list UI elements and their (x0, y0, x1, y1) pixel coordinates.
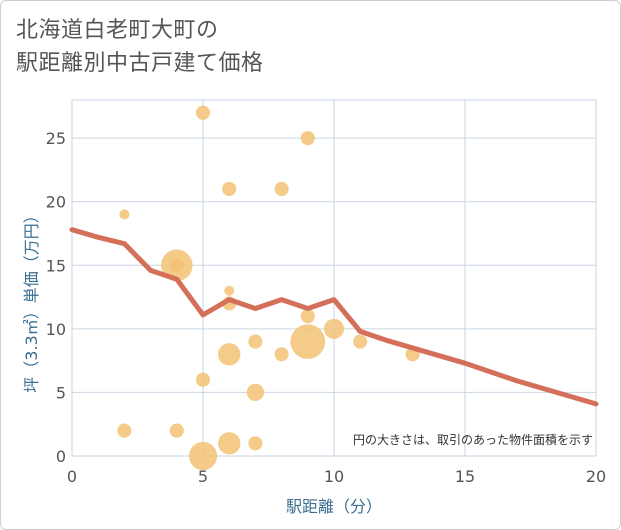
trend-line-layer (69, 227, 599, 407)
data-bubble (248, 334, 263, 349)
data-bubble (248, 436, 263, 451)
x-axis-title: 駅距離（分） (286, 497, 382, 516)
title-line-1: 北海道白老町大町の (16, 18, 219, 43)
bubble-layer (117, 105, 420, 471)
data-bubble (169, 423, 184, 438)
data-bubble (290, 324, 326, 359)
data-bubble (222, 181, 237, 197)
data-bubble (353, 334, 368, 349)
data-bubble (300, 309, 315, 324)
y-tick-label: 5 (56, 383, 66, 402)
y-tick-label: 0 (56, 447, 66, 466)
data-bubble (119, 209, 130, 220)
data-bubble (195, 372, 211, 387)
data-bubble (300, 131, 315, 146)
trend-line (69, 227, 599, 407)
x-tick-label: 15 (455, 467, 475, 486)
data-bubble (169, 258, 184, 273)
size-annotation: 円の大きさは、取引のあった物件面積を示す (353, 432, 593, 447)
y-tick-label: 15 (46, 256, 66, 275)
y-tick-label: 25 (46, 129, 66, 148)
x-tick-label: 0 (67, 467, 77, 486)
y-axis-title: 坪（3.3㎡）単価（万円） (22, 207, 41, 392)
grid (71, 100, 597, 457)
x-tick-label: 20 (586, 467, 606, 486)
data-bubble (117, 423, 132, 438)
data-bubble (224, 285, 235, 296)
data-bubble (188, 441, 218, 471)
data-bubble (324, 318, 344, 339)
data-bubble (274, 347, 289, 362)
data-bubble (218, 432, 241, 455)
data-bubble (246, 383, 265, 402)
y-tick-label: 20 (46, 193, 66, 212)
x-tick-label: 5 (198, 467, 208, 486)
data-bubble (274, 181, 289, 197)
chart-title: 北海道白老町大町の 駅距離別中古戸建て価格 (16, 14, 264, 80)
y-tick-label: 10 (46, 320, 66, 339)
title-line-2: 駅距離別中古戸建て価格 (16, 51, 264, 76)
tick-layer: 0 5 10 15 20 0 5 10 15 20 25 (46, 129, 607, 486)
data-bubble (218, 343, 241, 366)
x-tick-label: 10 (324, 467, 344, 486)
data-bubble (195, 105, 211, 120)
